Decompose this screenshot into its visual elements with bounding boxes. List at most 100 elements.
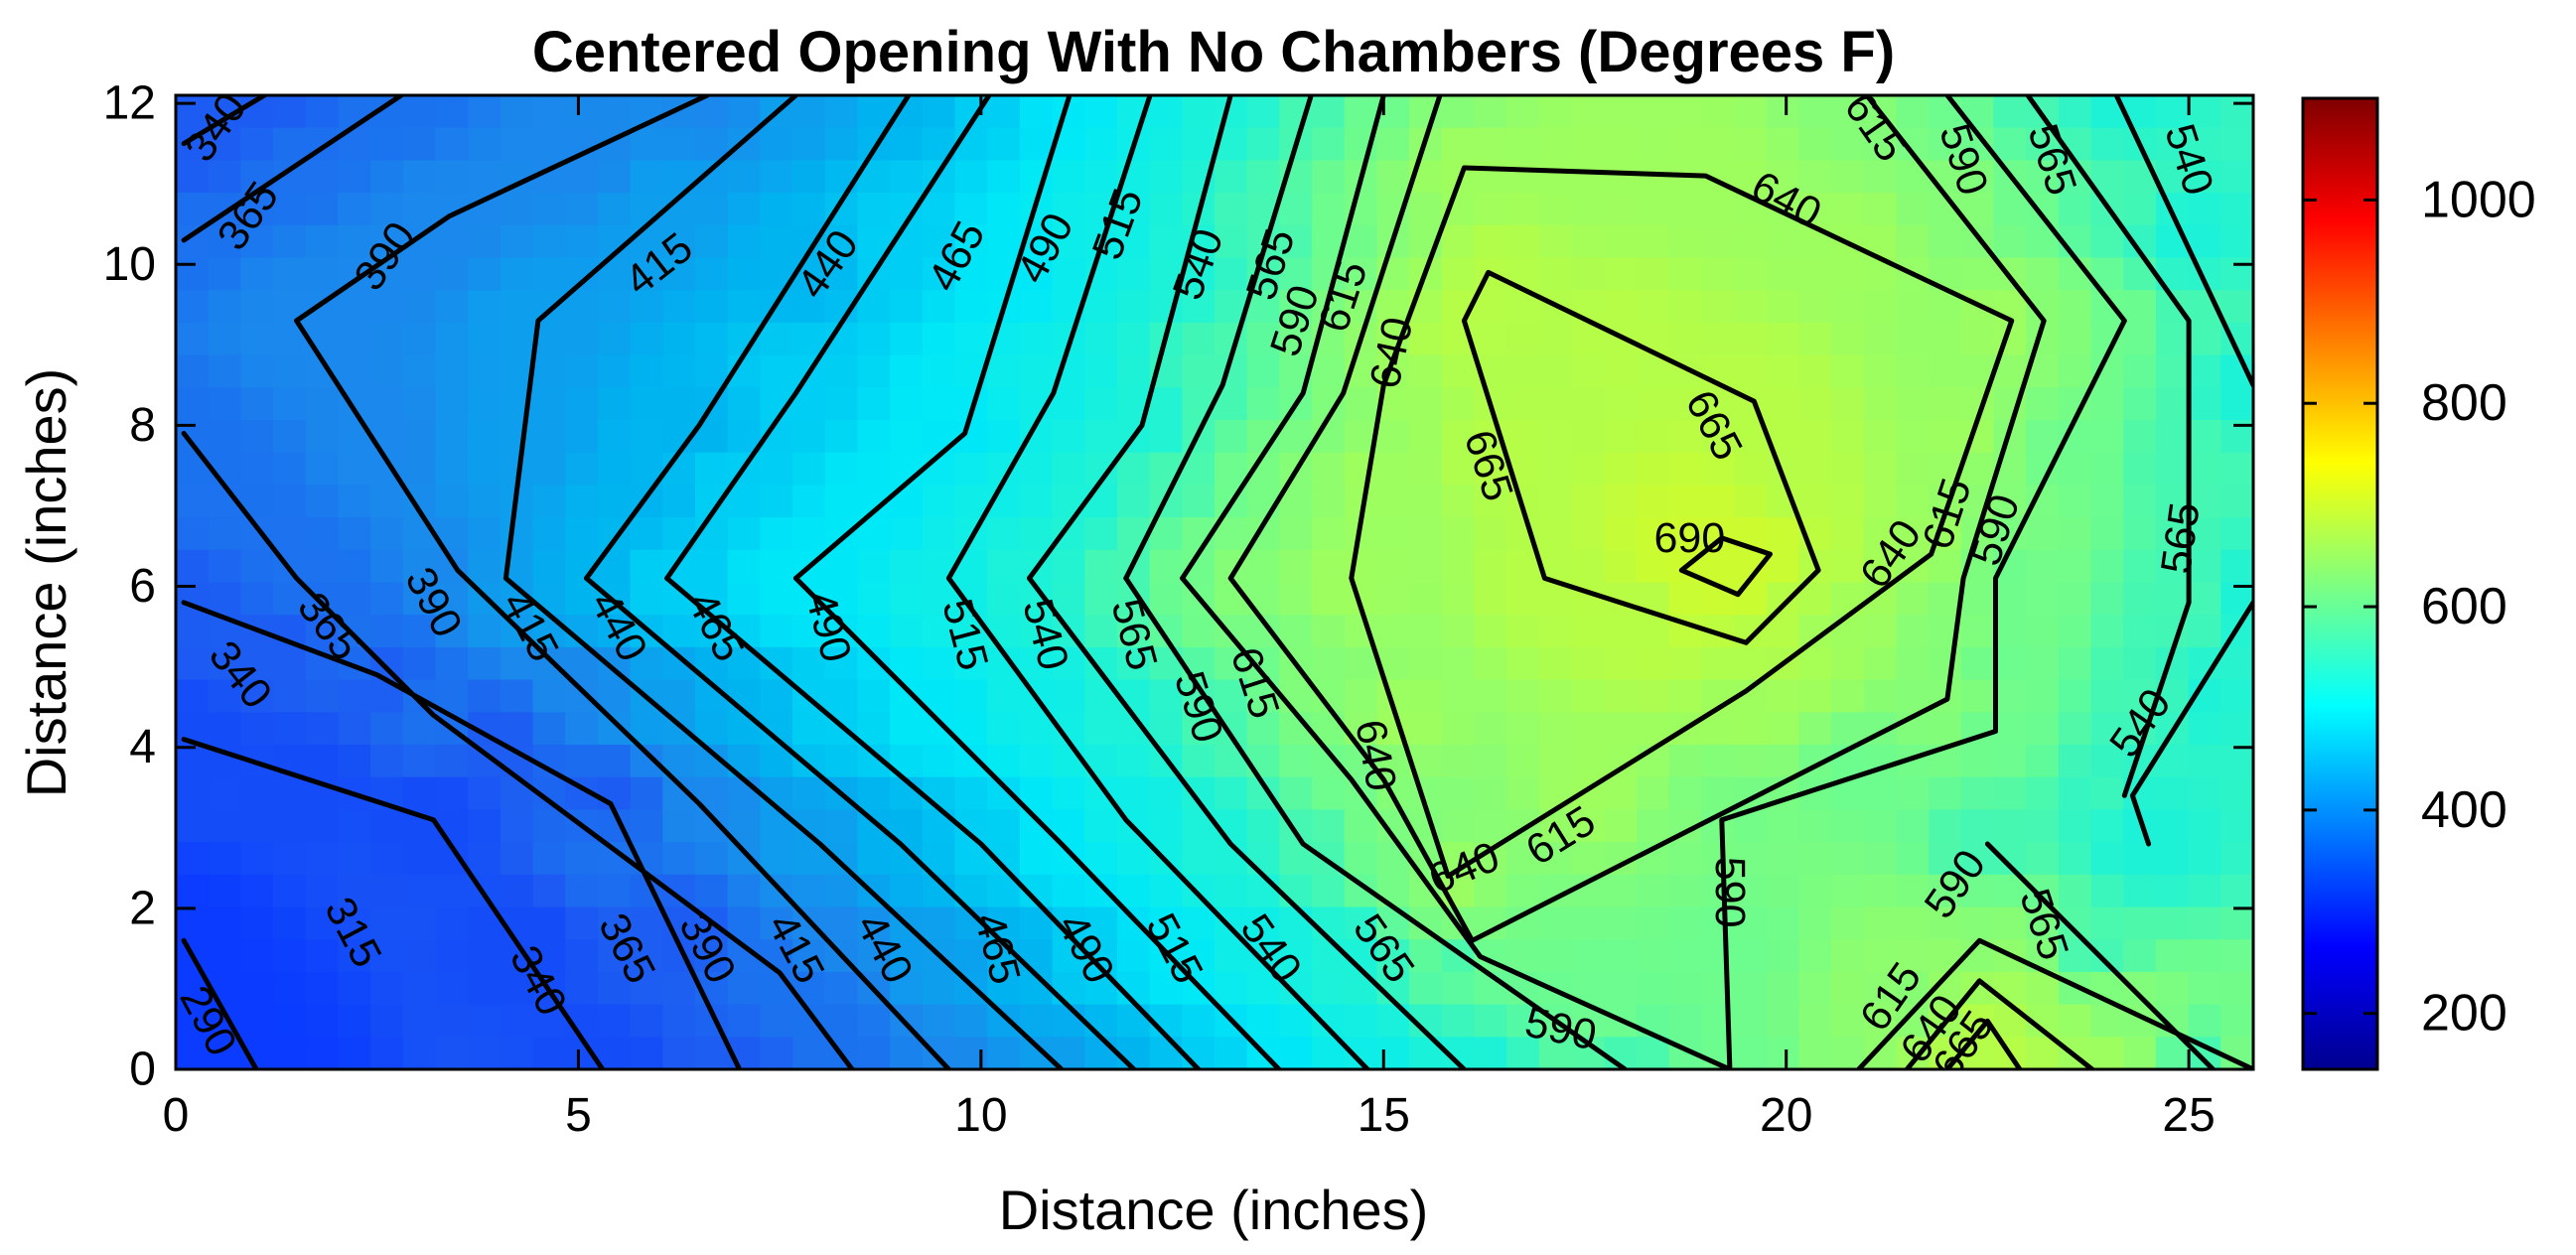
field-cell xyxy=(1993,1004,2027,1039)
field-cell xyxy=(402,517,437,551)
field-cell xyxy=(2058,95,2092,129)
field-cell xyxy=(2026,549,2060,584)
field-cell xyxy=(1636,906,1670,940)
field-cell xyxy=(402,842,437,876)
field-cell xyxy=(1896,842,1930,876)
field-cell xyxy=(1929,906,1962,940)
field-cell xyxy=(954,127,988,162)
field-cell xyxy=(1604,712,1638,746)
contour-line-390 xyxy=(294,95,710,324)
field-cell xyxy=(1019,485,1054,518)
field-cell xyxy=(532,193,567,226)
field-cell xyxy=(2123,549,2157,584)
field-cell xyxy=(1896,452,1930,487)
field-cell xyxy=(857,290,891,324)
field-cell xyxy=(1604,127,1638,162)
field-cell xyxy=(695,1037,729,1069)
field-cell xyxy=(695,257,729,291)
field-cell xyxy=(208,387,242,421)
field-cell xyxy=(1215,939,1248,973)
field-cell xyxy=(2188,452,2222,487)
field-cell xyxy=(273,971,307,1006)
field-cell xyxy=(1604,971,1638,1006)
field-cell xyxy=(760,193,793,226)
field-cell xyxy=(565,906,599,940)
field-cell xyxy=(338,745,371,778)
field-cell xyxy=(1376,517,1410,551)
field-cell xyxy=(565,95,599,129)
field-cell xyxy=(1506,322,1540,356)
field-cell xyxy=(1798,354,1832,389)
field-cell xyxy=(1766,127,1800,162)
field-cell xyxy=(273,1037,307,1069)
field-cell xyxy=(824,874,859,908)
field-cell xyxy=(1084,615,1118,648)
field-cell xyxy=(1506,1004,1540,1039)
field-cell xyxy=(2090,452,2125,487)
field-cell xyxy=(532,354,567,389)
colorbar-ticks: 200 400 600 800 1000 xyxy=(2303,171,2536,1043)
field-cell xyxy=(565,745,599,778)
field-cell xyxy=(1312,874,1346,908)
field-cell xyxy=(1766,387,1800,421)
field-cell xyxy=(370,257,404,291)
field-cell xyxy=(695,354,729,389)
field-cell xyxy=(1604,549,1638,584)
field-cell xyxy=(1019,809,1054,843)
field-cell xyxy=(468,679,501,714)
field-cell xyxy=(597,745,632,778)
field-cell xyxy=(1279,420,1313,454)
field-cell xyxy=(890,549,924,584)
field-cell xyxy=(1863,354,1898,389)
field-cell xyxy=(2188,582,2222,616)
field-cell xyxy=(2123,615,2157,648)
field-cell xyxy=(2090,517,2125,551)
field-cell xyxy=(2220,193,2253,226)
field-cell xyxy=(338,842,371,876)
field-cell xyxy=(954,290,988,324)
field-cell xyxy=(922,387,956,421)
colorbar-tick-label: 1000 xyxy=(2421,171,2536,228)
field-cell xyxy=(338,95,371,129)
field-cell xyxy=(305,420,340,454)
field-cell xyxy=(890,939,924,973)
field-cell xyxy=(1312,809,1346,843)
field-cell xyxy=(532,582,567,616)
field-cell xyxy=(1506,95,1540,129)
field-cell xyxy=(435,1004,469,1039)
field-cell xyxy=(630,776,664,811)
field-cell xyxy=(273,257,307,291)
field-cell xyxy=(760,517,793,551)
field-cell xyxy=(1636,485,1670,518)
field-cell xyxy=(1571,906,1606,940)
field-cell xyxy=(208,776,242,811)
y-tick-label: 12 xyxy=(103,77,156,130)
field-cell xyxy=(597,160,632,194)
field-cell xyxy=(338,517,371,551)
field-cell xyxy=(1734,1037,1768,1069)
field-cell xyxy=(727,582,762,616)
field-cell xyxy=(1538,95,1573,129)
field-cell xyxy=(1441,452,1476,487)
field-cell xyxy=(1246,387,1281,421)
field-cell xyxy=(1376,842,1410,876)
field-cell xyxy=(176,354,210,389)
field-cell xyxy=(890,517,924,551)
y-tick-label: 0 xyxy=(129,1044,156,1096)
field-cell xyxy=(1993,582,2027,616)
field-cell xyxy=(273,842,307,876)
field-cell xyxy=(468,939,501,973)
field-cell xyxy=(176,290,210,324)
field-cell xyxy=(727,679,762,714)
field-cell xyxy=(1344,842,1378,876)
field-cell xyxy=(1766,224,1800,259)
field-cell xyxy=(1896,679,1930,714)
field-cell xyxy=(273,387,307,421)
field-cell xyxy=(1052,874,1086,908)
field-cell xyxy=(792,257,826,291)
field-cell xyxy=(1571,712,1606,746)
field-cell xyxy=(1084,387,1118,421)
field-cell xyxy=(695,874,729,908)
contour-line-615 xyxy=(1227,95,2047,943)
field-cell xyxy=(1279,874,1313,908)
